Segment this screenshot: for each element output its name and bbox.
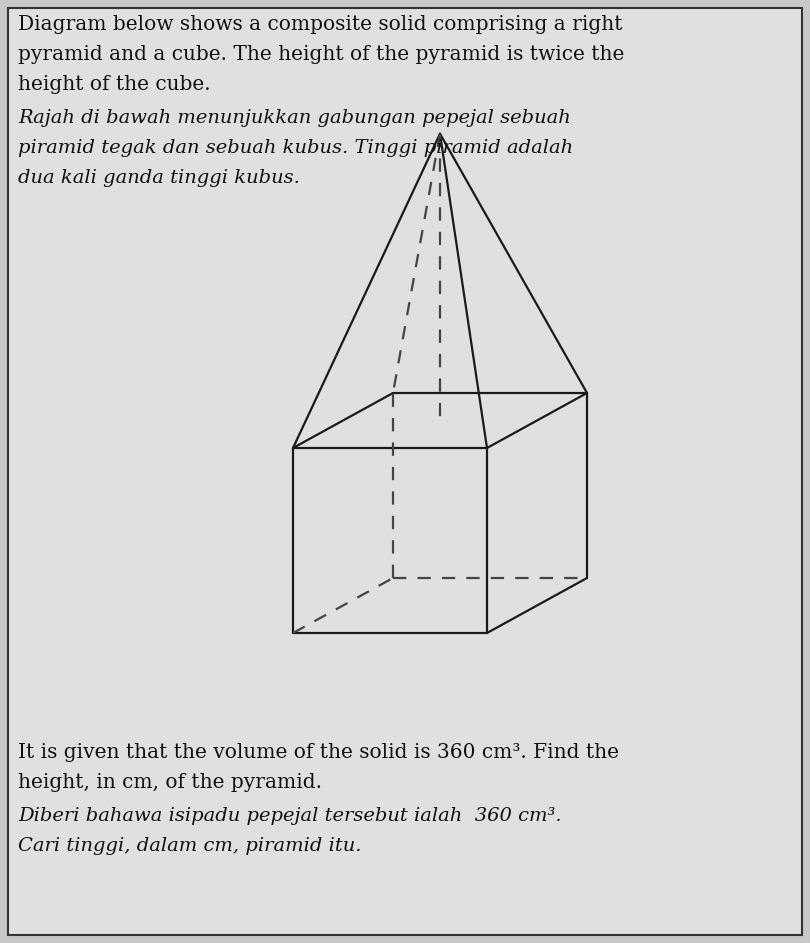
Text: Diberi bahawa isipadu pepejal tersebut ialah  360 cm³.: Diberi bahawa isipadu pepejal tersebut i… xyxy=(18,807,561,825)
Text: It is given that the volume of the solid is 360 cm³. Find the: It is given that the volume of the solid… xyxy=(18,743,619,762)
Text: dua kali ganda tinggi kubus.: dua kali ganda tinggi kubus. xyxy=(18,169,300,187)
Text: piramid tegak dan sebuah kubus. Tinggi piramid adalah: piramid tegak dan sebuah kubus. Tinggi p… xyxy=(18,139,573,157)
FancyBboxPatch shape xyxy=(8,8,802,935)
Text: pyramid and a cube. The height of the pyramid is twice the: pyramid and a cube. The height of the py… xyxy=(18,45,625,64)
Text: Diagram below shows a composite solid comprising a right: Diagram below shows a composite solid co… xyxy=(18,15,623,34)
Text: Cari tinggi, dalam cm, piramid itu.: Cari tinggi, dalam cm, piramid itu. xyxy=(18,837,361,855)
Text: height, in cm, of the pyramid.: height, in cm, of the pyramid. xyxy=(18,773,322,792)
Text: height of the cube.: height of the cube. xyxy=(18,75,211,94)
Text: Rajah di bawah menunjukkan gabungan pepejal sebuah: Rajah di bawah menunjukkan gabungan pepe… xyxy=(18,109,571,127)
